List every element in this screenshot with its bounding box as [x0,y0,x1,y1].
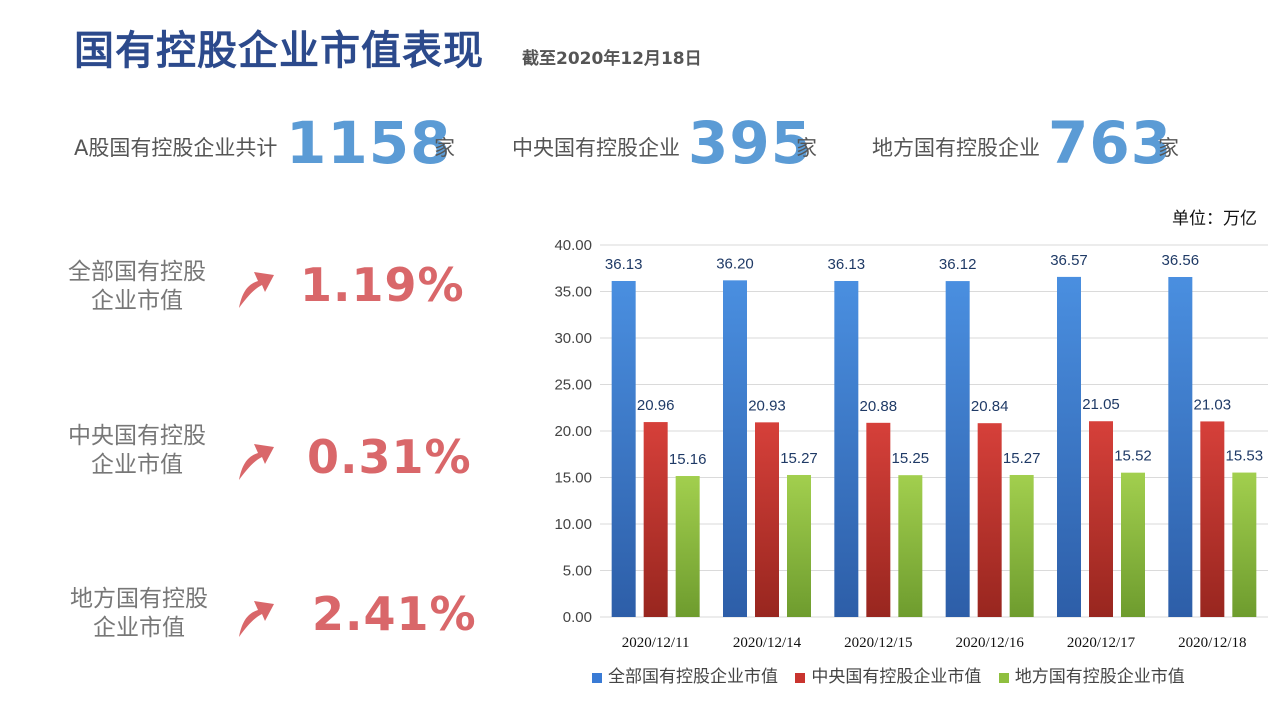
bar-green [1009,474,1034,617]
data-label: 15.27 [780,450,818,467]
legend-item-local: 地方国有控股企业市值 [998,662,1185,687]
bar-chart: 0.00 5.00 10.00 15.00 20.00 25.00 30.00 35.00 40… [554,237,1268,651]
data-label: 36.12 [939,256,977,273]
y-tick-label: 25.00 [554,377,592,394]
bar-blue [945,281,970,617]
data-label: 36.56 [1162,252,1200,269]
bar-blue [723,280,747,617]
data-label: 20.93 [748,397,786,414]
bar-blue [1057,276,1081,617]
y-tick-label: 30.00 [554,330,592,347]
stat-label: 中央国有控股企业 [512,136,680,160]
x-tick-label: 2020/12/18 [1178,635,1246,651]
arrow-up-icon [239,444,274,480]
data-label: 36.20 [716,255,754,272]
arrow-up-icon [239,601,274,637]
data-label: 15.27 [1003,450,1041,467]
change-central: 中央国有控股 企业市值 0.31% [52,422,472,502]
bar-red [1200,421,1225,617]
change-label-line2: 企业市值 [91,288,183,314]
legend-swatch [592,672,602,683]
data-label: 15.25 [892,450,930,467]
stat-total: A股国有控股企业共计 1158 家 [74,112,464,174]
y-tick-label: 5.00 [563,563,592,580]
x-tick-label: 2020/12/16 [955,635,1024,651]
stat-value: 395 [688,109,813,177]
bar-green [1121,472,1145,617]
bar-green [1232,472,1257,617]
change-label-line2: 企业市值 [93,615,185,641]
stat-unit: 家 [434,136,455,160]
data-label: 20.88 [860,398,898,415]
legend-item-central: 中央国有控股企业市值 [795,662,981,687]
bar-red [977,423,1002,617]
x-tick-label: 2020/12/15 [844,635,912,651]
x-tick-label: 2020/12/17 [1067,635,1136,651]
y-tick-label: 40.00 [554,237,592,254]
data-label: 21.03 [1194,396,1232,413]
legend-item-total: 全部国有控股企业市值 [592,662,778,687]
bar-green [898,475,923,617]
change-label-line1: 地方国有控股 [70,586,208,612]
data-label: 20.96 [637,397,675,414]
bar-red [755,422,779,617]
stat-central: 中央国有控股企业 395 家 [512,112,832,174]
legend-label: 中央国有控股企业市值 [811,667,982,687]
data-label: 15.16 [669,451,707,468]
data-label: 15.53 [1226,448,1264,465]
data-label: 20.84 [971,398,1009,415]
bar-red [643,422,668,617]
x-tick-label: 2020/12/14 [733,635,802,651]
change-value: 2.41% [312,587,477,641]
stat-local: 地方国有控股企业 763 家 [872,112,1192,174]
stat-value: 763 [1048,109,1173,177]
y-tick-label: 35.00 [554,284,592,301]
stat-label: A股国有控股企业共计 [74,136,278,160]
bar-blue [611,280,636,617]
change-value: 0.31% [307,430,472,484]
bar-green [675,476,700,617]
page-title: 国有控股企业市值表现 [74,28,484,74]
stat-unit: 家 [1158,136,1179,160]
change-local: 地方国有控股 企业市值 2.41% [54,585,477,665]
data-label: 15.52 [1114,448,1152,465]
page-subtitle: 截至2020年12月18日 [522,49,702,69]
stat-value: 1158 [286,109,452,177]
change-label-line1: 中央国有控股 [68,423,206,449]
x-tick-label: 2020/12/11 [622,635,690,651]
legend-swatch [998,672,1009,683]
bar-blue [1168,276,1193,617]
bar-red [866,422,891,617]
stat-unit: 家 [796,136,817,160]
y-tick-label: 0.00 [563,609,592,626]
change-label-line1: 全部国有控股 [68,259,206,285]
change-value: 1.19% [300,258,465,312]
legend-label: 地方国有控股企业市值 [1014,667,1185,687]
data-label: 36.13 [828,256,866,273]
bar-green [787,474,811,617]
y-tick-label: 10.00 [554,516,592,533]
change-label-line2: 企业市值 [91,452,183,478]
data-label: 36.57 [1050,252,1088,269]
y-tick-label: 15.00 [554,470,592,487]
legend-swatch [795,672,806,683]
arrow-up-icon [239,272,274,308]
y-tick-label: 20.00 [554,423,592,440]
unit-note: 单位：万亿 [1172,209,1257,229]
bar-blue [834,280,859,617]
chart-legend: 全部国有控股企业市值 中央国有控股企业市值 地方国有控股企业市值 [592,662,1197,687]
legend-label: 全部国有控股企业市值 [608,667,778,687]
data-label: 36.13 [605,256,643,273]
data-label: 21.05 [1082,396,1120,413]
change-total: 全部国有控股 企业市值 1.19% [52,258,472,338]
stat-label: 地方国有控股企业 [872,136,1040,160]
bar-red [1089,421,1113,617]
